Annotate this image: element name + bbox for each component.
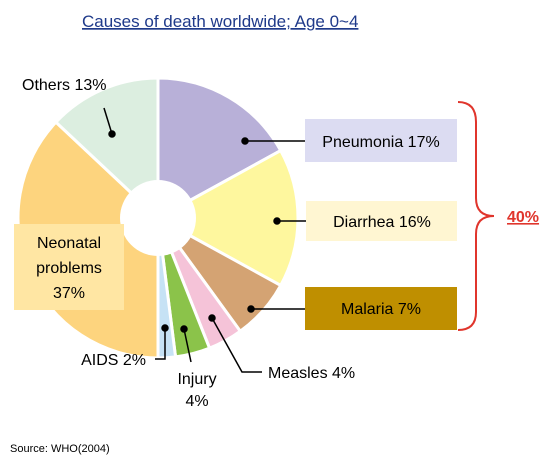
label-malaria: Malaria 7% — [341, 301, 421, 318]
pie-slice-others — [54, 76, 160, 220]
chart-title: Causes of death worldwide; Age 0~4 — [82, 12, 358, 31]
label-neonatal-line3: 37% — [53, 285, 85, 302]
leader-line-injury — [183, 328, 192, 363]
label-box-pneumonia — [305, 119, 457, 162]
leader-dot-pneumonia — [241, 137, 249, 145]
leader-line-measles — [211, 317, 262, 373]
leader-dot-diarrhea — [273, 217, 281, 225]
label-injury-name: Injury — [177, 371, 216, 388]
label-box-diarrhea — [306, 201, 457, 241]
label-pneumonia: Pneumonia 17% — [322, 134, 439, 151]
label-measles: Measles 4% — [268, 365, 355, 382]
label-box-malaria — [305, 287, 457, 330]
leader-dot-malaria — [247, 305, 255, 313]
source-note: Source: WHO(2004) — [10, 443, 110, 455]
leader-dot-aids — [161, 324, 169, 332]
label-diarrhea: Diarrhea 16% — [333, 214, 431, 231]
pie-slice-diarrhea — [156, 149, 300, 287]
label-injury-value: 4% — [185, 393, 208, 410]
label-aids: AIDS 2% — [81, 352, 146, 369]
label-box-neonatal — [14, 224, 124, 310]
label-neonatal-line1: Neonatal — [37, 235, 101, 252]
pie-slice-pneumonia — [156, 76, 283, 220]
bracket-total-label: 40% — [507, 209, 539, 226]
leader-dot-others — [108, 130, 116, 138]
label-others: Others 13% — [22, 77, 106, 94]
label-neonatal-line2: problems — [36, 260, 102, 277]
leader-line-others — [103, 107, 113, 135]
donut-hole — [120, 180, 196, 256]
leader-dot-injury — [180, 325, 188, 333]
leader-lines — [103, 107, 306, 373]
bracket-brace — [457, 101, 495, 331]
leader-line-aids — [155, 328, 166, 360]
leader-dot-measles — [208, 314, 216, 322]
